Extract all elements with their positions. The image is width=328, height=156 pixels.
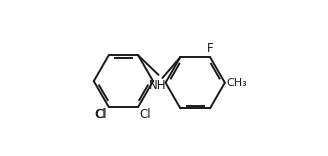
Text: CH₃: CH₃ — [227, 78, 247, 88]
Text: Cl: Cl — [95, 108, 106, 121]
Text: Cl: Cl — [139, 108, 151, 121]
Text: F: F — [207, 42, 213, 55]
Text: NH: NH — [149, 79, 167, 92]
Text: Cl: Cl — [95, 108, 107, 121]
